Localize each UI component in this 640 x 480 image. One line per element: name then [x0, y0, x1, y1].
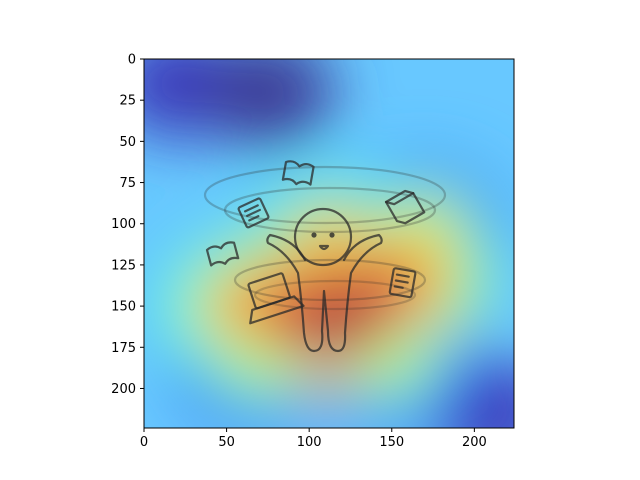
book-icon [281, 160, 315, 186]
x-tick-label: 200 [462, 435, 487, 450]
x-tick-label: 0 [140, 435, 148, 450]
sketch-drawing [203, 160, 447, 353]
book-icon [237, 197, 270, 229]
figure-eye [311, 232, 317, 238]
y-tick-label: 150 [111, 300, 136, 315]
x-tick-label: 100 [297, 435, 322, 450]
x-tick-label: 150 [379, 435, 404, 450]
y-tick-label: 100 [111, 217, 136, 232]
plot-area [144, 59, 514, 428]
y-axis: 0 25 50 75 100 125 150 175 200 [111, 53, 144, 397]
y-tick-label: 200 [111, 382, 136, 397]
x-tick-label: 50 [218, 435, 235, 450]
book-icon [384, 189, 426, 225]
heatmap-hotspot [359, 335, 425, 392]
axes-frame [143, 58, 515, 429]
x-axis: 0 50 100 150 200 [140, 428, 487, 450]
y-tick-label: 125 [111, 258, 136, 273]
y-tick-label: 50 [119, 135, 136, 150]
book-icon [205, 241, 240, 267]
figure-head [293, 207, 353, 267]
y-tick-label: 0 [128, 53, 136, 68]
heatmap-hotspot [226, 335, 293, 392]
figure-eye [329, 232, 335, 238]
heatmap-cold-spot [201, 59, 334, 149]
y-tick-label: 75 [119, 176, 136, 191]
figure-body [266, 233, 383, 353]
laptop-icon [247, 272, 305, 325]
y-tick-label: 175 [111, 341, 136, 356]
paper-icon [388, 267, 417, 299]
y-tick-label: 25 [119, 94, 136, 109]
